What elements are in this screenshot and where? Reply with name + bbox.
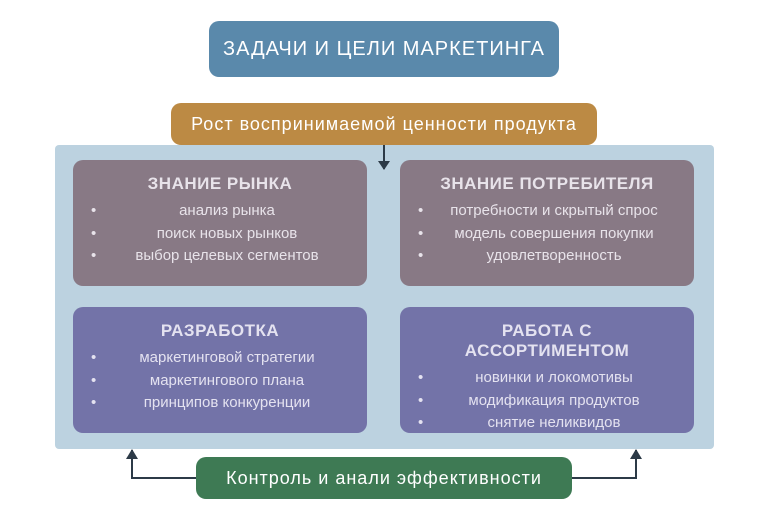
list-item: принципов конкуренции bbox=[91, 392, 349, 415]
list-item: удовлетворенность bbox=[418, 245, 676, 268]
card-consumer-list: потребности и скрытый спрос модель совер… bbox=[418, 200, 676, 268]
arrow-down-icon bbox=[383, 145, 385, 169]
card-assort: РАБОТА С АССОРТИМЕНТОМ новинки и локомот… bbox=[400, 307, 694, 433]
card-assort-title: РАБОТА С АССОРТИМЕНТОМ bbox=[418, 321, 676, 361]
list-item: анализ рынка bbox=[91, 200, 349, 223]
card-assort-list: новинки и локомотивы модификация продукт… bbox=[418, 367, 676, 435]
list-item: выбор целевых сегментов bbox=[91, 245, 349, 268]
list-item: новинки и локомотивы bbox=[418, 367, 676, 390]
list-item: модель совершения покупки bbox=[418, 223, 676, 246]
footer-text: Контроль и анали эффективности bbox=[226, 468, 542, 489]
card-develop: РАЗРАБОТКА маркетинговой стратегии марке… bbox=[73, 307, 367, 433]
card-consumer-title: ЗНАНИЕ ПОТРЕБИТЕЛЯ bbox=[418, 174, 676, 194]
card-consumer: ЗНАНИЕ ПОТРЕБИТЕЛЯ потребности и скрытый… bbox=[400, 160, 694, 286]
card-develop-title: РАЗРАБОТКА bbox=[91, 321, 349, 341]
title-text: ЗАДАЧИ И ЦЕЛИ МАРКЕТИНГА bbox=[223, 38, 545, 61]
card-develop-list: маркетинговой стратегии маркетингового п… bbox=[91, 347, 349, 415]
list-item: маркетинговой стратегии bbox=[91, 347, 349, 370]
list-item: снятие неликвидов bbox=[418, 412, 676, 435]
list-item: маркетингового плана bbox=[91, 370, 349, 393]
card-market-list: анализ рынка поиск новых рынков выбор це… bbox=[91, 200, 349, 268]
list-item: поиск новых рынков bbox=[91, 223, 349, 246]
card-market: ЗНАНИЕ РЫНКА анализ рынка поиск новых ры… bbox=[73, 160, 367, 286]
subtitle-block: Рост воспринимаемой ценности продукта bbox=[171, 103, 597, 145]
list-item: потребности и скрытый спрос bbox=[418, 200, 676, 223]
title-block: ЗАДАЧИ И ЦЕЛИ МАРКЕТИНГА bbox=[209, 21, 559, 77]
footer-block: Контроль и анали эффективности bbox=[196, 457, 572, 499]
subtitle-text: Рост воспринимаемой ценности продукта bbox=[191, 114, 577, 135]
card-market-title: ЗНАНИЕ РЫНКА bbox=[91, 174, 349, 194]
list-item: модификация продуктов bbox=[418, 390, 676, 413]
